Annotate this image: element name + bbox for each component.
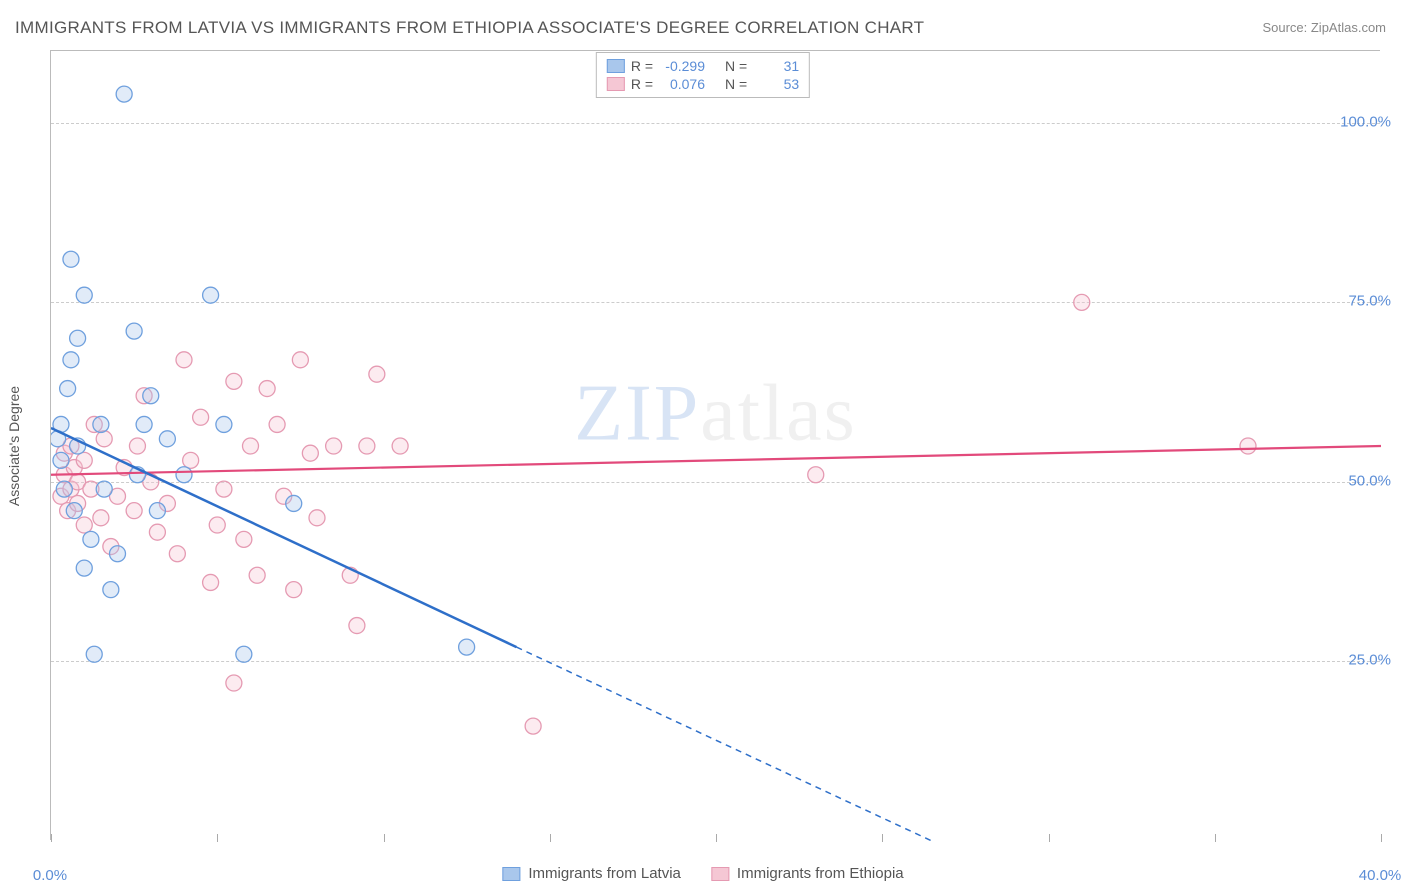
data-point-ethiopia xyxy=(1074,294,1090,310)
data-point-ethiopia xyxy=(226,675,242,691)
data-point-latvia xyxy=(203,287,219,303)
r-value-latvia: -0.299 xyxy=(659,58,705,74)
swatch-ethiopia-bottom xyxy=(711,867,729,881)
data-point-ethiopia xyxy=(259,381,275,397)
data-point-ethiopia xyxy=(126,503,142,519)
data-point-latvia xyxy=(53,452,69,468)
data-point-latvia xyxy=(63,251,79,267)
n-value-latvia: 31 xyxy=(753,58,799,74)
x-tick-label: 40.0% xyxy=(1359,867,1402,884)
data-point-latvia xyxy=(83,531,99,547)
data-point-ethiopia xyxy=(183,452,199,468)
data-point-latvia xyxy=(76,287,92,303)
data-point-ethiopia xyxy=(209,517,225,533)
data-point-ethiopia xyxy=(349,618,365,634)
r-label: R = xyxy=(631,58,653,74)
data-point-ethiopia xyxy=(203,574,219,590)
data-point-ethiopia xyxy=(96,431,112,447)
data-point-latvia xyxy=(126,323,142,339)
data-point-ethiopia xyxy=(359,438,375,454)
correlation-legend: R = -0.299 N = 31 R = 0.076 N = 53 xyxy=(596,52,810,98)
data-point-ethiopia xyxy=(236,531,252,547)
data-point-ethiopia xyxy=(286,582,302,598)
data-point-ethiopia xyxy=(129,438,145,454)
data-point-ethiopia xyxy=(326,438,342,454)
data-point-latvia xyxy=(459,639,475,655)
legend-item-ethiopia: Immigrants from Ethiopia xyxy=(711,865,904,882)
data-point-ethiopia xyxy=(243,438,259,454)
data-point-ethiopia xyxy=(309,510,325,526)
y-axis-label: Associate's Degree xyxy=(6,386,22,506)
n-value-ethiopia: 53 xyxy=(753,76,799,92)
trend-line-latvia-extension xyxy=(517,647,932,841)
data-point-latvia xyxy=(56,481,72,497)
data-point-latvia xyxy=(143,388,159,404)
data-point-ethiopia xyxy=(149,524,165,540)
data-point-latvia xyxy=(136,416,152,432)
x-tick-label: 0.0% xyxy=(33,867,67,884)
data-point-latvia xyxy=(216,416,232,432)
data-point-ethiopia xyxy=(392,438,408,454)
data-point-latvia xyxy=(86,646,102,662)
data-point-ethiopia xyxy=(369,366,385,382)
data-point-ethiopia xyxy=(269,416,285,432)
data-point-latvia xyxy=(149,503,165,519)
legend-label-ethiopia: Immigrants from Ethiopia xyxy=(737,865,904,882)
data-point-ethiopia xyxy=(76,452,92,468)
data-point-ethiopia xyxy=(216,481,232,497)
data-point-latvia xyxy=(93,416,109,432)
legend-row-latvia: R = -0.299 N = 31 xyxy=(607,57,799,75)
data-point-latvia xyxy=(96,481,112,497)
data-point-latvia xyxy=(286,495,302,511)
data-point-ethiopia xyxy=(76,517,92,533)
data-point-latvia xyxy=(70,330,86,346)
data-point-ethiopia xyxy=(193,409,209,425)
n-label: N = xyxy=(725,58,747,74)
source-attribution: Source: ZipAtlas.com xyxy=(1262,20,1386,35)
data-point-ethiopia xyxy=(292,352,308,368)
legend-item-latvia: Immigrants from Latvia xyxy=(502,865,681,882)
data-point-ethiopia xyxy=(176,352,192,368)
chart-title: IMMIGRANTS FROM LATVIA VS IMMIGRANTS FRO… xyxy=(15,18,924,38)
data-point-latvia xyxy=(116,86,132,102)
r-label: R = xyxy=(631,76,653,92)
data-point-ethiopia xyxy=(1240,438,1256,454)
data-point-ethiopia xyxy=(93,510,109,526)
data-point-ethiopia xyxy=(525,718,541,734)
swatch-latvia xyxy=(607,59,625,73)
series-legend: Immigrants from Latvia Immigrants from E… xyxy=(502,865,903,882)
x-tick xyxy=(1381,834,1382,842)
data-point-ethiopia xyxy=(169,546,185,562)
n-label: N = xyxy=(725,76,747,92)
swatch-ethiopia xyxy=(607,77,625,91)
swatch-latvia-bottom xyxy=(502,867,520,881)
chart-container: IMMIGRANTS FROM LATVIA VS IMMIGRANTS FRO… xyxy=(0,0,1406,892)
plot-area: ZIPatlas xyxy=(50,50,1380,840)
data-point-latvia xyxy=(60,381,76,397)
data-point-latvia xyxy=(159,431,175,447)
data-point-ethiopia xyxy=(249,567,265,583)
data-point-latvia xyxy=(76,560,92,576)
data-point-ethiopia xyxy=(808,467,824,483)
data-point-latvia xyxy=(176,467,192,483)
data-point-latvia xyxy=(103,582,119,598)
data-point-ethiopia xyxy=(226,373,242,389)
data-point-latvia xyxy=(66,503,82,519)
data-point-latvia xyxy=(236,646,252,662)
legend-label-latvia: Immigrants from Latvia xyxy=(528,865,681,882)
r-value-ethiopia: 0.076 xyxy=(659,76,705,92)
plot-svg xyxy=(51,51,1381,841)
data-point-latvia xyxy=(63,352,79,368)
trend-line-latvia xyxy=(51,428,517,647)
legend-row-ethiopia: R = 0.076 N = 53 xyxy=(607,75,799,93)
data-point-ethiopia xyxy=(302,445,318,461)
data-point-latvia xyxy=(110,546,126,562)
